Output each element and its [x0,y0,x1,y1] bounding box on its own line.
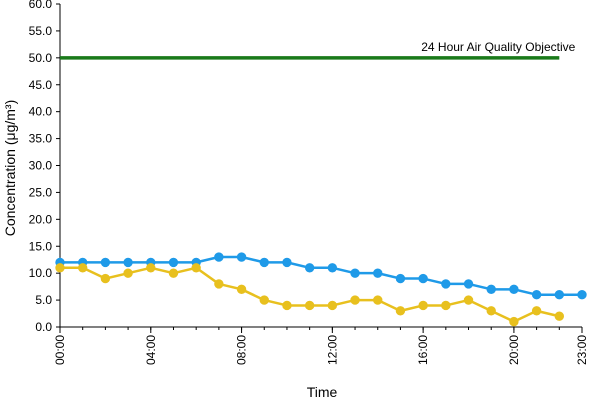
series-1-point [259,257,269,268]
series-1-point [373,268,383,278]
series-2-point [146,263,156,273]
series-1-point [486,284,496,295]
series-1-point [554,290,565,300]
series-1-point [441,279,451,289]
y-tick-label: 25.0 [29,185,53,199]
y-tick-label: 60.0 [29,0,53,11]
series-2-point [395,306,406,316]
y-tick-label: 50.0 [29,51,53,65]
series-1-point [509,284,519,295]
series-2-point [168,268,179,278]
series-layer [55,252,587,327]
y-tick-label: 45.0 [29,78,53,92]
series-2-point [486,306,496,316]
series-1-point [350,268,360,278]
series-2-point [304,300,315,311]
y-tick-label: 10.0 [29,266,53,280]
series-1-point [577,290,587,300]
series-2-point [373,295,383,305]
series-1-point [236,252,247,262]
y-tick-label: 5.0 [35,293,52,307]
series-1-line [60,255,582,296]
series-1-point [463,279,474,289]
series-1-point [282,257,292,268]
tick-labels: 0.0 5.0 10.0 15.0 20.0 25.0 30.0 35.0 40.0 45.0 50… [29,0,589,365]
series-1 [55,252,587,300]
x-tick-label: 23:00 [575,335,589,365]
series-1-point [168,257,179,268]
series-2-point [77,263,88,273]
series-1-point [214,252,224,262]
objective-layer: 24 Hour Air Quality Objective [60,40,576,60]
y-tick-label: 40.0 [29,105,53,119]
y-tick-label: 0.0 [35,320,52,334]
y-axis-title: Concentration (μg/m³) [2,100,18,236]
series-2 [55,263,565,327]
series-1-point [418,273,428,284]
series-2-point [327,300,338,311]
series-2-point [236,284,247,295]
series-2-point [100,273,111,284]
series-2-point [531,306,542,316]
x-axis-title: Time [307,384,338,400]
series-2-point [350,295,360,305]
axes [56,3,583,333]
series-2-point [554,311,565,321]
x-tick-label: 08:00 [235,335,249,365]
series-2-point [214,279,224,289]
y-tick-label: 20.0 [29,212,53,226]
x-tick-label: 04:00 [144,335,158,365]
y-tick-label: 15.0 [29,239,53,253]
series-1-point [395,273,406,284]
x-tick-label: 12:00 [325,335,339,365]
series-2-point [191,263,201,273]
series-2-point [259,295,269,305]
x-tick-label: 00:00 [53,335,67,365]
series-1-point [304,263,315,273]
series-1-point [531,290,542,300]
series-1-point [123,257,133,268]
series-1-point [100,257,111,268]
series-2-point [509,316,519,327]
y-tick-label: 35.0 [29,132,53,146]
series-2-point [463,295,474,305]
series-2-point [441,300,451,311]
x-tick-label: 16:00 [416,335,430,365]
x-tick-label: 20:00 [507,335,521,365]
series-2-point [123,268,133,278]
y-tick-label: 30.0 [29,159,53,173]
series-2-point [55,263,65,273]
series-1-point [327,263,338,273]
objective-label: 24 Hour Air Quality Objective [421,40,575,54]
series-2-point [418,300,428,311]
y-tick-label: 55.0 [29,24,53,38]
series-2-point [282,300,292,311]
series-2-line [60,266,560,323]
